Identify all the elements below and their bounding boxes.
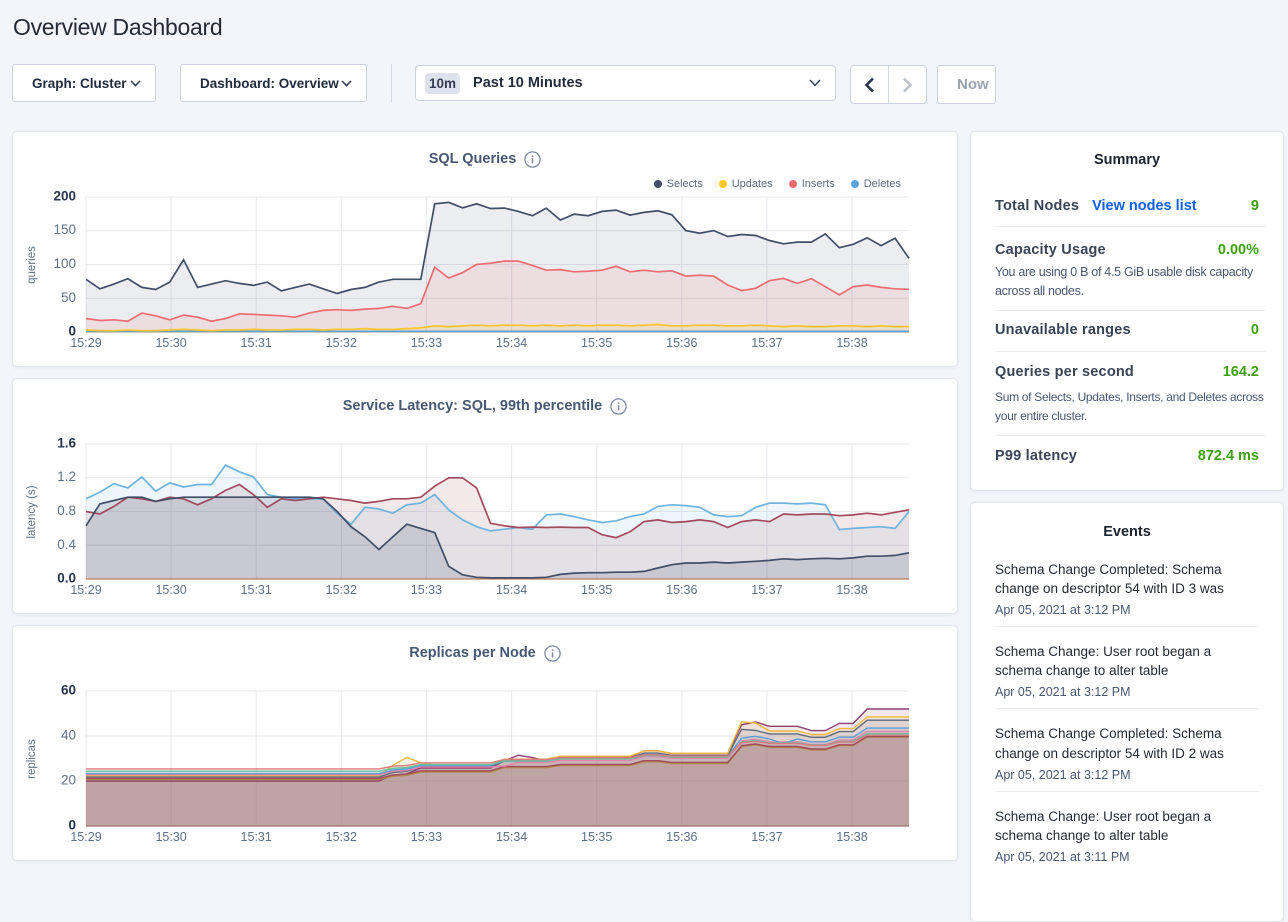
svg-text:15:37: 15:37 [751, 583, 782, 597]
svg-text:15:36: 15:36 [666, 336, 697, 350]
svg-text:15:29: 15:29 [70, 336, 101, 350]
svg-text:15:38: 15:38 [836, 583, 867, 597]
svg-text:15:30: 15:30 [155, 830, 186, 844]
svg-text:15:37: 15:37 [751, 830, 782, 844]
svg-text:15:34: 15:34 [496, 830, 527, 844]
svg-text:20: 20 [61, 773, 76, 788]
svg-text:15:38: 15:38 [836, 830, 867, 844]
svg-text:50: 50 [61, 290, 76, 305]
svg-text:15:29: 15:29 [70, 583, 101, 597]
svg-text:15:31: 15:31 [241, 336, 272, 350]
svg-text:60: 60 [61, 683, 76, 698]
svg-text:15:36: 15:36 [666, 830, 697, 844]
svg-text:15:38: 15:38 [836, 336, 867, 350]
svg-text:15:35: 15:35 [581, 336, 612, 350]
svg-text:15:33: 15:33 [411, 336, 442, 350]
svg-text:1.2: 1.2 [57, 469, 76, 484]
svg-text:15:30: 15:30 [155, 583, 186, 597]
svg-text:15:33: 15:33 [411, 583, 442, 597]
svg-text:latency (s): latency (s) [26, 485, 38, 538]
svg-text:40: 40 [61, 728, 76, 743]
svg-text:15:32: 15:32 [326, 336, 357, 350]
svg-text:15:33: 15:33 [411, 830, 442, 844]
svg-text:15:30: 15:30 [155, 336, 186, 350]
svg-text:0.4: 0.4 [57, 537, 76, 552]
svg-text:replicas: replicas [26, 739, 38, 779]
svg-text:15:34: 15:34 [496, 336, 527, 350]
svg-text:15:35: 15:35 [581, 830, 612, 844]
svg-text:15:37: 15:37 [751, 336, 782, 350]
svg-text:100: 100 [53, 256, 76, 271]
svg-text:0.8: 0.8 [57, 503, 76, 518]
svg-text:15:35: 15:35 [581, 583, 612, 597]
svg-text:150: 150 [53, 222, 76, 237]
svg-text:15:32: 15:32 [326, 583, 357, 597]
svg-text:1.6: 1.6 [57, 436, 76, 451]
svg-text:0: 0 [68, 324, 76, 339]
svg-text:200: 200 [53, 189, 76, 204]
svg-text:15:29: 15:29 [70, 830, 101, 844]
svg-text:15:34: 15:34 [496, 583, 527, 597]
svg-text:0.0: 0.0 [57, 571, 76, 586]
svg-text:15:32: 15:32 [326, 830, 357, 844]
svg-text:15:36: 15:36 [666, 583, 697, 597]
svg-text:queries: queries [26, 246, 38, 284]
svg-text:15:31: 15:31 [241, 830, 272, 844]
svg-text:0: 0 [68, 818, 76, 833]
svg-text:15:31: 15:31 [241, 583, 272, 597]
